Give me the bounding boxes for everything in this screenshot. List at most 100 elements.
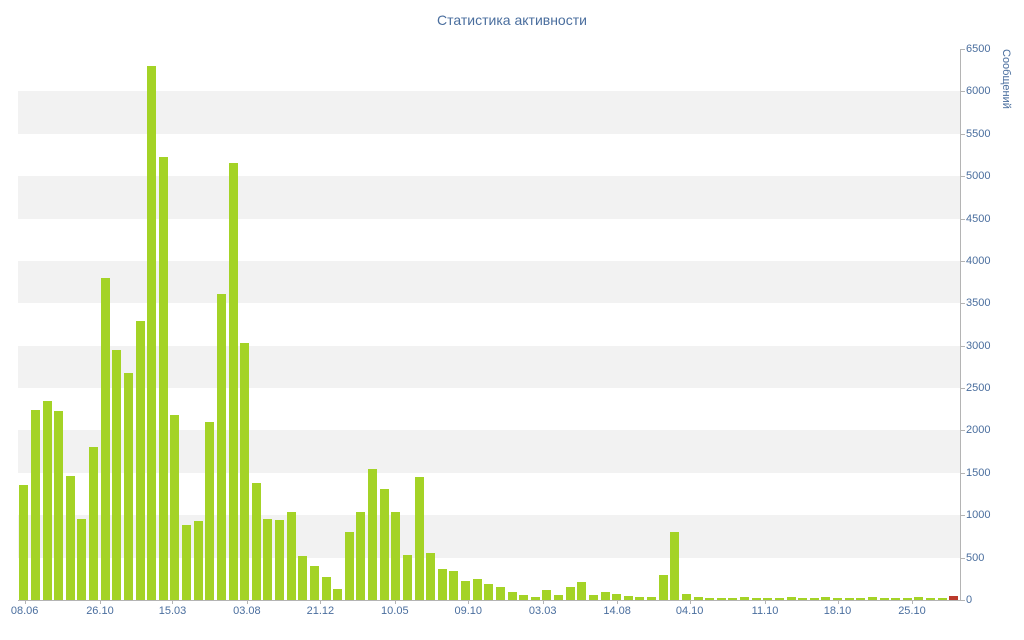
bar-slot (704, 49, 716, 600)
bar (867, 597, 877, 600)
bar (402, 555, 412, 600)
bar-slot (53, 49, 65, 600)
bar-slot (76, 49, 88, 600)
bar (600, 591, 610, 600)
bar-slot (181, 49, 193, 600)
bar-slot (762, 49, 774, 600)
bar (507, 592, 517, 600)
bar-slot (274, 49, 286, 600)
bar (65, 476, 75, 600)
bar (809, 598, 819, 600)
bar-slot (297, 49, 309, 600)
bar (240, 343, 250, 600)
x-tick (320, 601, 322, 604)
y-tick (961, 176, 965, 178)
x-tick-label: 09.10 (454, 605, 483, 617)
bar (577, 582, 587, 600)
bar-slot (320, 49, 332, 600)
x-tick (468, 601, 470, 604)
bar-slot (692, 49, 704, 600)
bar-slot (192, 49, 204, 600)
bar (89, 447, 99, 600)
y-axis-title: Сообщений (1000, 49, 1012, 109)
bar (472, 578, 482, 600)
bar (182, 525, 192, 600)
bar (449, 571, 459, 600)
bar-slot (65, 49, 77, 600)
bar-slot (948, 49, 960, 600)
y-tick (961, 91, 965, 93)
bar-slot (739, 49, 751, 600)
bar (554, 594, 564, 600)
bar (461, 581, 471, 600)
x-tick (911, 601, 913, 604)
x-tick (765, 601, 766, 604)
y-tick-label: 6500 (966, 43, 991, 55)
bar (670, 532, 680, 600)
x-tick-label: 04.10 (675, 605, 704, 617)
bar (937, 597, 947, 600)
bar (356, 511, 366, 600)
bar (716, 597, 726, 600)
x-tick-label: 18.10 (823, 605, 852, 617)
bar-slot (367, 49, 379, 600)
bar-slot (716, 49, 728, 600)
y-tick-label: 3000 (966, 339, 991, 352)
bar-slot (797, 49, 809, 600)
bar-slot (913, 49, 925, 600)
bar-slot (878, 49, 890, 600)
bar (821, 597, 831, 600)
x-tick-label: 25.10 (898, 605, 926, 617)
bar-slot (576, 49, 588, 600)
bars-container (18, 49, 960, 600)
y-tick (961, 388, 965, 390)
bar (42, 400, 52, 600)
bar-slot (925, 49, 937, 600)
bar-slot (285, 49, 297, 600)
bar (635, 596, 645, 600)
bar-slot (169, 49, 181, 600)
bar-slot (99, 49, 111, 600)
bar (437, 569, 447, 600)
bar (914, 597, 924, 600)
y-tick (961, 600, 965, 601)
y-tick (961, 49, 965, 50)
bar-slot (634, 49, 646, 600)
bar-slot (530, 49, 542, 600)
bar (530, 596, 540, 600)
bar (147, 65, 157, 600)
bar (321, 577, 331, 600)
bar-slot (843, 49, 855, 600)
bar (391, 511, 401, 600)
bar (158, 156, 168, 600)
bar-slot (890, 49, 902, 600)
bar-slot (204, 49, 216, 600)
x-tick (542, 601, 544, 604)
plot-area (18, 49, 961, 601)
bar (751, 598, 761, 600)
x-tick (617, 601, 619, 604)
grid-band (18, 345, 960, 389)
bar-slot (227, 49, 239, 600)
bar-slot (646, 49, 658, 600)
y-tick-label: 5500 (966, 127, 991, 140)
bar-slot (355, 49, 367, 600)
y-tick-label: 5000 (966, 170, 991, 183)
bar-slot (553, 49, 565, 600)
x-tick (172, 601, 174, 604)
bar-slot (251, 49, 263, 600)
bar-slot (506, 49, 518, 600)
bar-slot (18, 49, 30, 600)
bar-slot (460, 49, 472, 600)
x-tick-label: 03.03 (528, 605, 557, 617)
y-tick (961, 515, 965, 517)
bar-slot (483, 49, 495, 600)
bar (205, 422, 215, 600)
bar-slot (855, 49, 867, 600)
bar (705, 598, 715, 600)
y-tick (961, 133, 965, 135)
bar-slot (785, 49, 797, 600)
bar-slot (750, 49, 762, 600)
bar (170, 415, 180, 600)
bar-slot (239, 49, 251, 600)
